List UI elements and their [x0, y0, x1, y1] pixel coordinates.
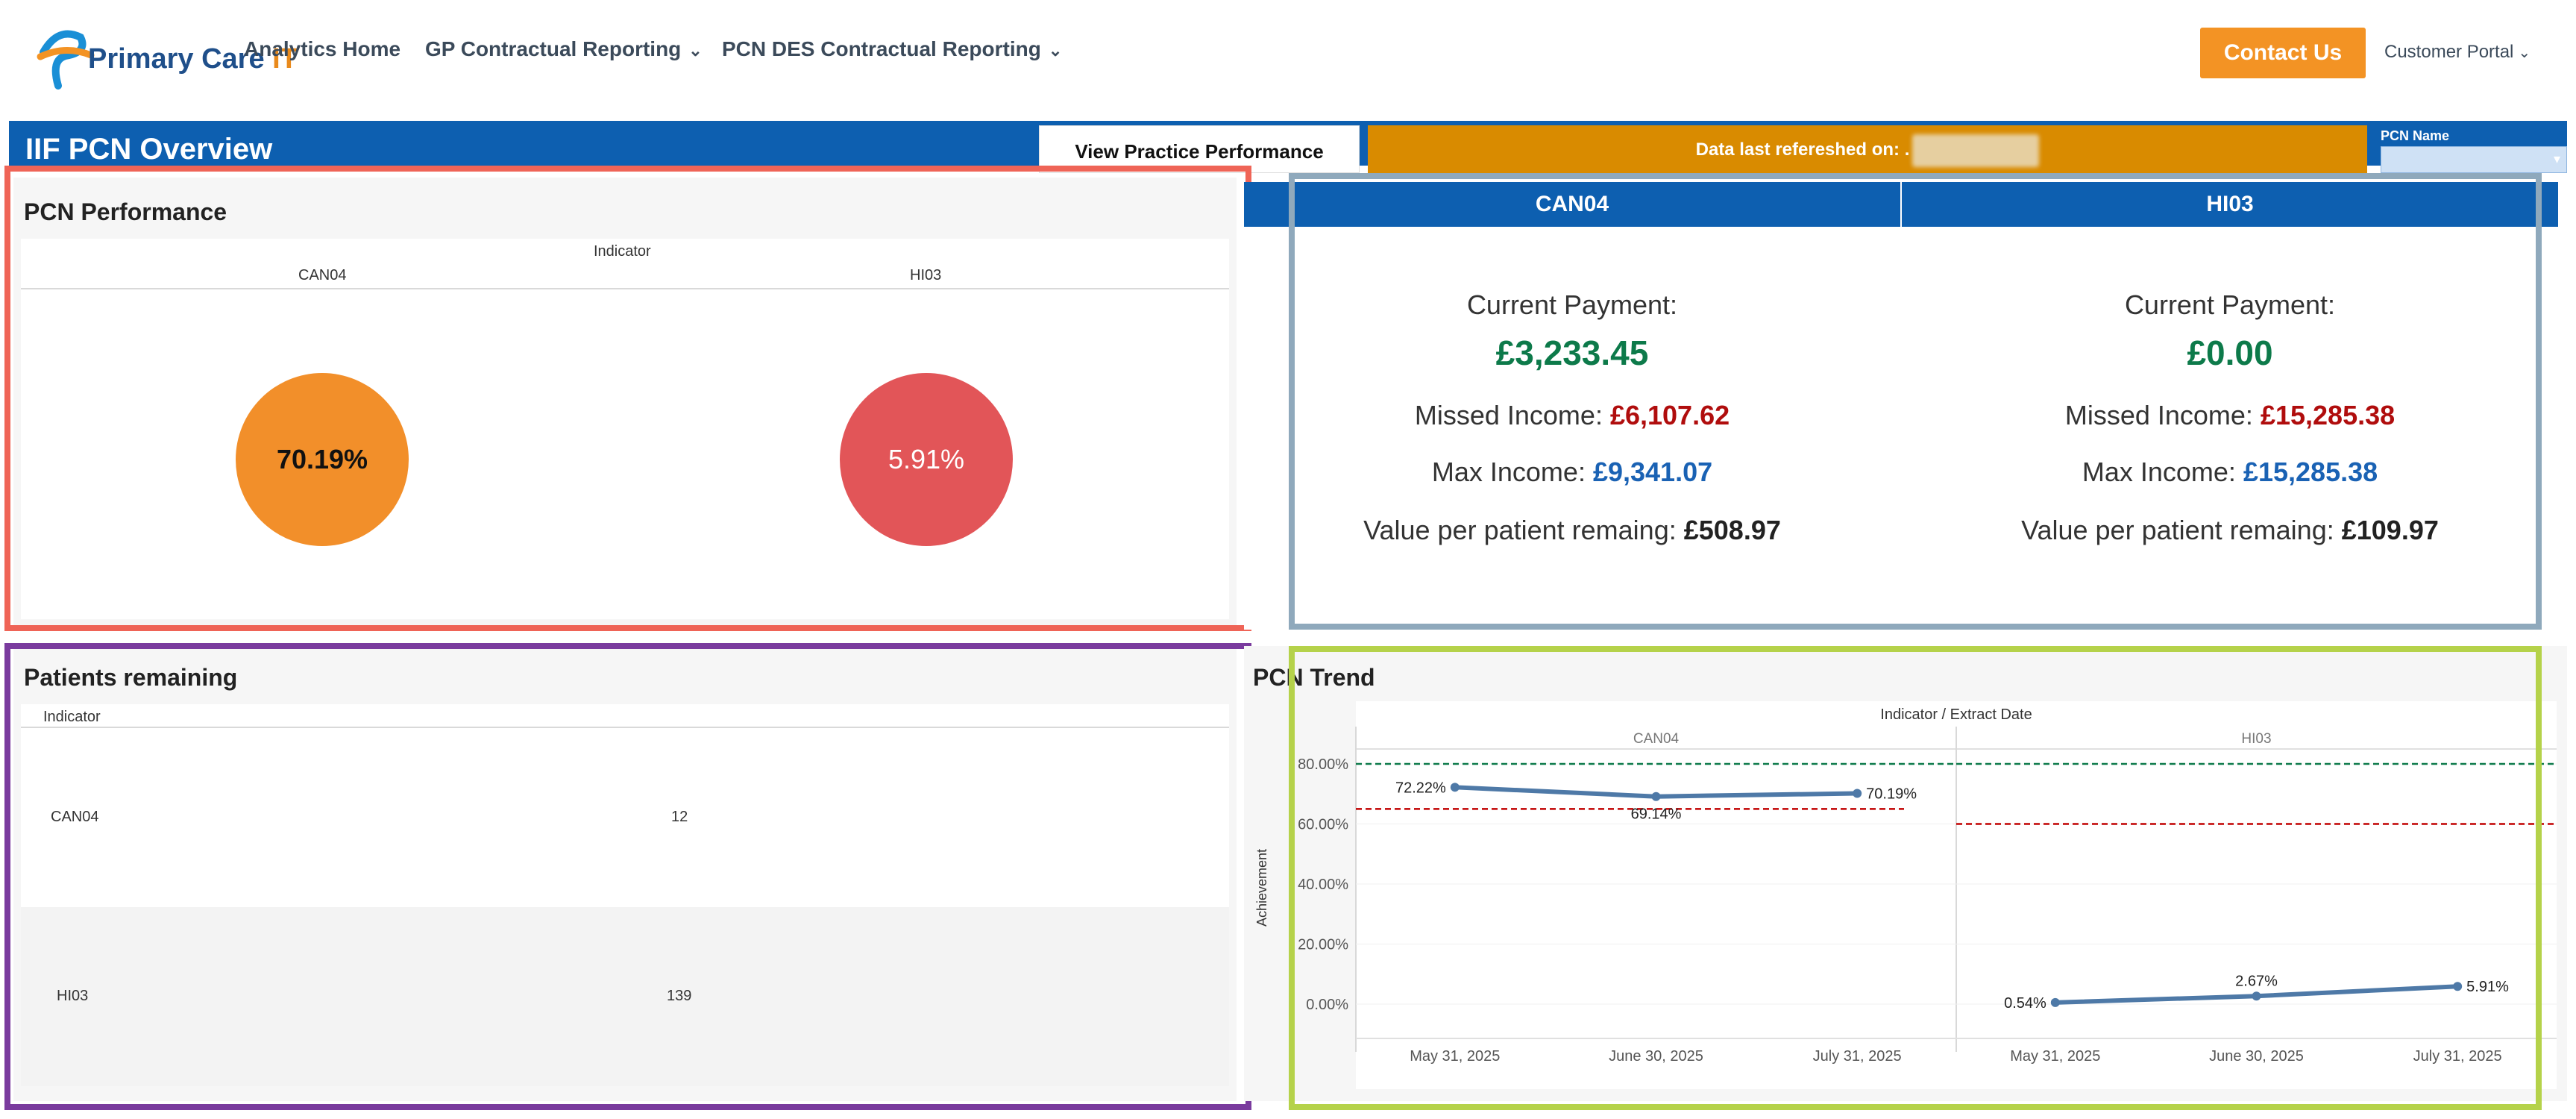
- hi03-current-payment-label: Current Payment:: [2124, 289, 2336, 320]
- hi03-current-payment-value: £0.00: [2187, 333, 2273, 372]
- performance-plot-area: [21, 239, 1229, 619]
- patients-remaining-title: Patients remaining: [24, 664, 238, 691]
- trend-y-tick: 40.00%: [1298, 877, 1348, 893]
- logo-text: Primary Care IT: [88, 43, 298, 75]
- can04-current-payment-label: Current Payment:: [1466, 289, 1678, 320]
- table-column-indicator: Indicator: [43, 709, 101, 725]
- trend-data-label: 72.22%: [1395, 780, 1446, 796]
- contact-us-button[interactable]: Contact Us: [2200, 28, 2366, 78]
- payments-panel: [1244, 182, 2567, 630]
- can04-performance-value: 70.19%: [276, 444, 368, 474]
- trend-point: [2252, 991, 2261, 1001]
- trend-x-tick: July 31, 2025: [2413, 1048, 2502, 1065]
- pcn-performance-title: PCN Performance: [24, 198, 227, 225]
- pcn-trend-title: PCN Trend: [1253, 664, 1375, 691]
- trend-point: [2453, 982, 2463, 991]
- nav-pcn-des-contractual-reporting[interactable]: PCN DES Contractual Reporting ⌄: [722, 37, 1063, 60]
- trend-y-tick: 0.00%: [1306, 997, 1348, 1013]
- trend-data-label: 70.19%: [1866, 786, 1917, 802]
- trend-data-label: 2.67%: [2235, 973, 2278, 989]
- pcn-name-select[interactable]: ▾: [2381, 146, 2567, 173]
- trend-y-tick: 60.00%: [1298, 817, 1348, 833]
- table-row[interactable]: CAN04 12: [21, 728, 1229, 907]
- can04-max-income: Max Income: £9,341.07: [1431, 457, 1713, 487]
- table-header: [21, 704, 1229, 727]
- table-row[interactable]: HI03 139: [21, 907, 1229, 1086]
- customer-portal-menu[interactable]: Customer Portal ⌄: [2384, 42, 2531, 62]
- row-indicator: CAN04: [51, 809, 99, 825]
- nav-gp-contractual-reporting[interactable]: GP Contractual Reporting ⌄: [425, 37, 703, 60]
- row-count: 12: [671, 809, 688, 825]
- chevron-down-icon: ⌄: [1048, 41, 1063, 60]
- trend-point: [1651, 792, 1661, 801]
- primary-care-it-logo[interactable]: Primary Care IT: [36, 22, 298, 90]
- divider: [21, 727, 1229, 728]
- trend-data-label: 69.14%: [1631, 806, 1682, 823]
- trend-x-tick: June 30, 2025: [2209, 1048, 2304, 1065]
- performance-column-hi03: HI03: [910, 267, 942, 283]
- trend-data-label: 0.54%: [2004, 995, 2046, 1012]
- hi03-missed-income: Missed Income: £15,285.38: [2064, 400, 2396, 430]
- payments-column-hi03: HI03: [1902, 182, 2558, 227]
- trend-x-tick: June 30, 2025: [1609, 1048, 1703, 1065]
- trend-panel-label: CAN04: [1633, 731, 1680, 747]
- row-indicator: HI03: [57, 988, 89, 1004]
- can04-missed-income: Missed Income: £6,107.62: [1414, 400, 1730, 430]
- trend-point: [2050, 997, 2060, 1007]
- trend-x-tick: May 31, 2025: [2010, 1048, 2100, 1065]
- top-navigation: Primary Care IT Analytics Home GP Contra…: [0, 0, 2576, 112]
- chevron-down-icon: ⌄: [2518, 45, 2531, 61]
- payments-column-can04: CAN04: [1244, 182, 1900, 227]
- trend-panel-label: HI03: [2241, 731, 2271, 747]
- can04-current-payment-value: £3,233.45: [1495, 333, 1649, 372]
- view-practice-performance-button[interactable]: View Practice Performance: [1039, 125, 1360, 173]
- hi03-performance-value: 5.91%: [888, 444, 965, 474]
- performance-column-can04: CAN04: [298, 267, 347, 283]
- hi03-value-per-patient: Value per patient remaing: £109.97: [2021, 515, 2439, 545]
- pcn-trend-chart: Indicator / Extract Date CAN04 HI03 80.00% 6…: [1254, 701, 2557, 1089]
- chevron-down-icon: ⌄: [688, 41, 703, 60]
- trend-data-label: 5.91%: [2466, 979, 2509, 995]
- divider: [21, 288, 1229, 289]
- row-count: 139: [667, 988, 692, 1004]
- performance-group-label: Indicator: [594, 243, 651, 260]
- trend-y-label: Achievement: [1254, 849, 1269, 927]
- hi03-performance-circle[interactable]: 5.91%: [840, 373, 1013, 546]
- redacted-date: [1912, 134, 2040, 167]
- trend-group-label: Indicator / Extract Date: [1880, 706, 2032, 723]
- hi03-max-income: Max Income: £15,285.38: [2082, 457, 2378, 487]
- trend-point: [1450, 783, 1460, 792]
- trend-y-tick: 80.00%: [1298, 756, 1348, 773]
- page-title: IIF PCN Overview: [25, 133, 273, 166]
- can04-value-per-patient: Value per patient remaing: £508.97: [1363, 515, 1781, 545]
- can04-performance-circle[interactable]: 70.19%: [236, 373, 409, 546]
- trend-point: [1853, 789, 1862, 798]
- data-refresh-banner: Data last refereshed on: .: [1368, 125, 2367, 173]
- logo-ribbon-icon: [37, 30, 95, 90]
- trend-x-tick: May 31, 2025: [1410, 1048, 1500, 1065]
- pcn-name-label: PCN Name: [2381, 128, 2450, 143]
- trend-x-tick: July 31, 2025: [1813, 1048, 1902, 1065]
- nav-analytics-home[interactable]: Analytics Home: [244, 37, 401, 60]
- trend-y-tick: 20.00%: [1298, 937, 1348, 953]
- chevron-down-icon: ▾: [2553, 151, 2560, 166]
